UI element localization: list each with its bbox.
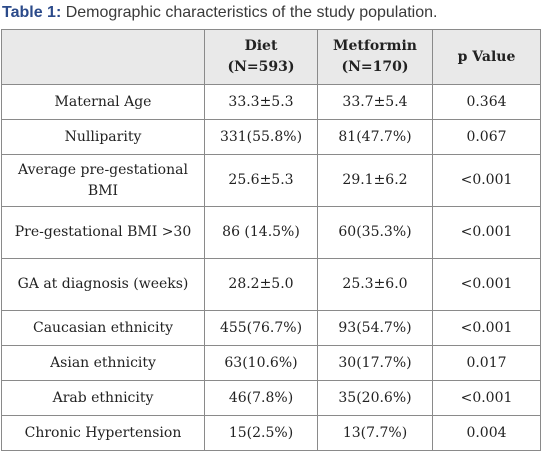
metformin-value: 29.1±6.2 xyxy=(317,154,433,207)
p-value: 0.017 xyxy=(432,345,541,381)
table-row: Chronic Hypertension 15(2.5%) 13(7.7%) 0… xyxy=(1,415,541,451)
header-row: Diet (N=593) Metformin (N=170) p Value xyxy=(1,29,541,85)
header-diet-n: (N=593) xyxy=(227,59,295,75)
table-row: GA at diagnosis (weeks) 28.2±5.0 25.3±6.… xyxy=(1,258,541,311)
caption-text: Demographic characteristics of the study… xyxy=(61,4,438,21)
p-value: <0.001 xyxy=(432,310,541,346)
diet-value: 331(55.8%) xyxy=(204,119,318,155)
table-caption: Table 1: Demographic characteristics of … xyxy=(2,4,437,22)
metformin-value: 81(47.7%) xyxy=(317,119,433,155)
table-row: Average pre-gestational BMI 25.6±5.3 29.… xyxy=(1,154,541,207)
row-label: Nulliparity xyxy=(1,119,205,155)
header-metformin-n: (N=170) xyxy=(341,59,409,75)
p-value: 0.364 xyxy=(432,84,541,120)
row-label: Chronic Hypertension xyxy=(1,415,205,451)
diet-value: 28.2±5.0 xyxy=(204,258,318,311)
caption-label: Table 1: xyxy=(2,4,62,21)
row-label: Pre-gestational BMI >30 xyxy=(1,206,205,259)
p-value: <0.001 xyxy=(432,206,541,259)
metformin-value: 60(35.3%) xyxy=(317,206,433,259)
table-row: Maternal Age 33.3±5.3 33.7±5.4 0.364 xyxy=(1,84,541,120)
row-label: GA at diagnosis (weeks) xyxy=(1,258,205,311)
diet-value: 15(2.5%) xyxy=(204,415,318,451)
metformin-value: 25.3±6.0 xyxy=(317,258,433,311)
diet-value: 25.6±5.3 xyxy=(204,154,318,207)
row-label: Arab ethnicity xyxy=(1,380,205,416)
p-value: 0.067 xyxy=(432,119,541,155)
metformin-value: 35(20.6%) xyxy=(317,380,433,416)
diet-value: 63(10.6%) xyxy=(204,345,318,381)
table-row: Asian ethnicity 63(10.6%) 30(17.7%) 0.01… xyxy=(1,345,541,381)
table-row: Arab ethnicity 46(7.8%) 35(20.6%) <0.001 xyxy=(1,380,541,416)
demographics-table: Diet (N=593) Metformin (N=170) p Value M… xyxy=(1,29,541,451)
table-row: Caucasian ethnicity 455(76.7%) 93(54.7%)… xyxy=(1,310,541,346)
table-row: Pre-gestational BMI >30 86 (14.5%) 60(35… xyxy=(1,206,541,259)
metformin-value: 33.7±5.4 xyxy=(317,84,433,120)
p-value: <0.001 xyxy=(432,154,541,207)
p-value: <0.001 xyxy=(432,380,541,416)
header-empty-cell xyxy=(1,29,205,85)
diet-value: 86 (14.5%) xyxy=(204,206,318,259)
p-value: 0.004 xyxy=(432,415,541,451)
diet-value: 46(7.8%) xyxy=(204,380,318,416)
row-label: Asian ethnicity xyxy=(1,345,205,381)
header-metformin: Metformin (N=170) xyxy=(317,29,433,85)
metformin-value: 13(7.7%) xyxy=(317,415,433,451)
row-label: Maternal Age xyxy=(1,84,205,120)
header-p-value: p Value xyxy=(432,29,541,85)
metformin-value: 30(17.7%) xyxy=(317,345,433,381)
row-label: Caucasian ethnicity xyxy=(1,310,205,346)
header-diet: Diet (N=593) xyxy=(204,29,318,85)
diet-value: 455(76.7%) xyxy=(204,310,318,346)
row-label: Average pre-gestational BMI xyxy=(1,154,205,207)
p-value: <0.001 xyxy=(432,258,541,311)
header-diet-title: Diet xyxy=(244,38,278,54)
table-row: Nulliparity 331(55.8%) 81(47.7%) 0.067 xyxy=(1,119,541,155)
header-metformin-title: Metformin xyxy=(333,38,417,54)
metformin-value: 93(54.7%) xyxy=(317,310,433,346)
diet-value: 33.3±5.3 xyxy=(204,84,318,120)
